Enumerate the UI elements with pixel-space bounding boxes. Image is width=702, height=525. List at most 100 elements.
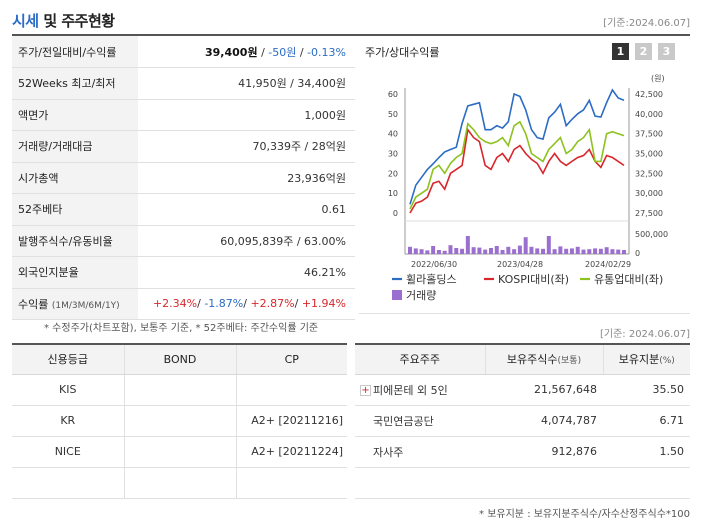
quote-row-price: 주가/전일대비/수익률 39,400원 / -50원 / -0.13% <box>12 36 355 68</box>
beta-label: 52주베타 <box>12 193 138 226</box>
volume-bar <box>483 249 488 254</box>
bond-rating <box>123 374 236 406</box>
title-rest: 및 주주현황 <box>38 12 115 30</box>
cp-rating: A2+ [20211224] <box>235 436 347 468</box>
volume-bar <box>436 250 441 254</box>
legend-label: 거래량 <box>406 289 436 302</box>
right-tick-label: 30,000 <box>635 189 663 198</box>
cp-rating: A2+ [20211216] <box>235 405 347 437</box>
base-date: [기준:2024.06.07] <box>603 18 690 29</box>
agency: KIS <box>12 374 124 406</box>
volume-bar <box>604 247 609 254</box>
mcap-value: 23,936억원 <box>138 162 355 194</box>
right-tick-label: 37,500 <box>635 130 663 139</box>
volume-bar <box>535 248 540 254</box>
volume-bar <box>569 248 574 254</box>
header-shares: 보유주식수(보통) <box>484 344 603 375</box>
quote-row-mcap: 시가총액 23,936억원 <box>12 162 355 194</box>
volume-tick-label: 500,000 <box>635 230 668 239</box>
volume-bar <box>419 249 424 254</box>
expand-plus-icon[interactable]: + <box>360 384 371 396</box>
week52-label: 52Weeks 최고/최저 <box>12 67 138 100</box>
volume-bar <box>546 236 551 254</box>
table-row: NICE A2+ [20211224] <box>12 436 347 468</box>
table-row: KR A2+ [20211216] <box>12 405 347 437</box>
volume-bar <box>488 248 493 254</box>
volume-bar <box>477 247 482 254</box>
quote-row-beta: 52주베타 0.61 <box>12 193 355 226</box>
bond-rating <box>123 436 236 468</box>
base-date-2: [기준: 2024.06.07] <box>599 329 690 340</box>
quote-row-52w: 52Weeks 최고/최저 41,950원 / 34,400원 <box>12 67 355 100</box>
volume-bar <box>581 249 586 254</box>
right-tick-label: 42,500 <box>635 90 663 99</box>
volume-bar <box>564 248 569 254</box>
volume-bar <box>460 248 465 254</box>
agency: NICE <box>12 436 124 468</box>
header-pct-text: 보유지분 <box>618 353 660 367</box>
holder-name-text: 피에몬테 외 5인 <box>373 383 448 397</box>
volume-tick-label: 0 <box>635 249 640 258</box>
volume-bar <box>616 249 621 254</box>
legend-label: 휠라홀딩스 <box>406 273 457 286</box>
volume-bar <box>622 250 626 254</box>
price-change: -50원 <box>268 45 297 59</box>
holder-pct: 1.50 <box>603 436 690 468</box>
x-tick-label: 2022/06/30 <box>411 260 457 269</box>
quote-row-returns: 수익률 (1M/3M/6M/1Y) +2.34%/ -1.87%/ +2.87%… <box>12 288 355 320</box>
quote-table: 주가/전일대비/수익률 39,400원 / -50원 / -0.13% 52We… <box>12 36 355 320</box>
left-tick-label: 40 <box>388 130 398 139</box>
volume-bar <box>529 246 534 254</box>
beta-value: 0.61 <box>138 193 355 226</box>
right-tick-label: 27,500 <box>635 209 663 218</box>
footer-note: * 보유지분 : 보유지분주식수/자수산정주식수*100 <box>479 509 690 520</box>
holders-header: 주요주주 보유주식수(보통) 보유지분(%) <box>355 344 690 375</box>
volume-bar <box>558 246 563 254</box>
period-button-3[interactable]: 3 <box>658 43 675 60</box>
table-row <box>355 467 690 499</box>
volume-bar <box>552 249 557 254</box>
table-row: 자사주 912,876 1.50 <box>355 436 690 468</box>
volume-value: 70,339주 / 28억원 <box>138 130 355 163</box>
volume-bar <box>494 246 499 254</box>
header-pct-sub: (%) <box>659 356 675 367</box>
holder-name: 자사주 <box>355 436 485 468</box>
face-value: 1,000원 <box>138 99 355 131</box>
left-tick-label: 50 <box>388 110 398 119</box>
volume-bar <box>575 246 580 254</box>
return-1m: +2.34% <box>152 297 198 311</box>
agency: KR <box>12 405 124 437</box>
week52-value: 41,950원 / 34,400원 <box>138 67 355 100</box>
period-button-1[interactable]: 1 <box>612 43 629 60</box>
mcap-label: 시가총액 <box>12 162 138 194</box>
legend-swatch <box>392 290 402 300</box>
volume-bar <box>506 246 511 254</box>
price: 39,400원 <box>205 45 258 59</box>
chart-title: 주가/상대수익률 <box>365 46 440 59</box>
holder-pct <box>603 467 690 499</box>
quote-row-volume: 거래량/거래대금 70,339주 / 28억원 <box>12 130 355 163</box>
volume-label: 거래량/거래대금 <box>12 130 138 163</box>
left-tick-label: 60 <box>388 90 398 99</box>
notes-line: * 수정주가(차트포함), 보통주 기준, * 52주베타: 주간수익률 기준 <box>44 323 319 334</box>
page-title: 시세 및 주주현황 <box>12 10 115 31</box>
table-row: KIS <box>12 374 347 406</box>
holder-name: + 피에몬테 외 5인 <box>355 374 485 406</box>
holder-pct: 35.50 <box>603 374 690 406</box>
volume-bar <box>454 248 459 254</box>
cp-rating <box>235 374 347 406</box>
legend-label: KOSPI대비(좌) <box>498 273 569 286</box>
period-button-2[interactable]: 2 <box>635 43 652 60</box>
returns-period: (1M/3M/6M/1Y) <box>51 300 120 311</box>
return-3m: -1.87% <box>204 297 244 311</box>
volume-bar <box>587 249 592 254</box>
top-divider <box>12 34 690 36</box>
series-line-1 <box>409 88 625 205</box>
header-holder: 주요주주 <box>355 344 485 375</box>
table-row: 국민연금공단 4,074,787 6.71 <box>355 405 690 437</box>
left-tick-label: 20 <box>388 169 398 178</box>
right-tick-label: 32,500 <box>635 169 663 178</box>
header-bond: BOND <box>123 344 236 375</box>
chart-panel: 주가/상대수익률 1 2 3 0 10 20 30 40 50 60 27,500 30,000… <box>359 36 690 314</box>
volume-bar <box>465 236 470 254</box>
